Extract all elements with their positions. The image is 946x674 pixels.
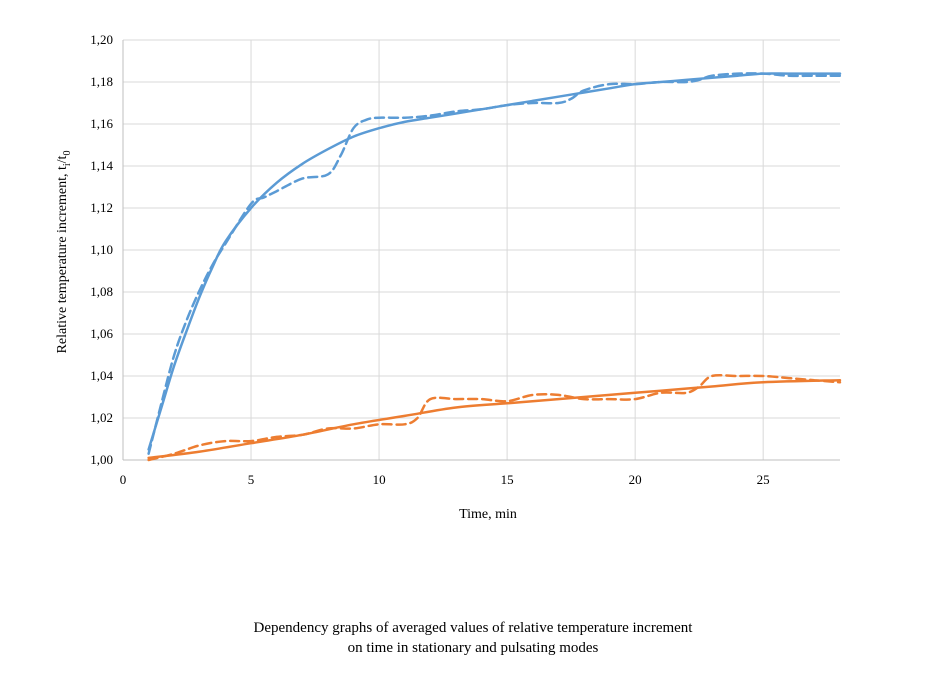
series-line-4 xyxy=(147,373,842,462)
y-axis-title-main: Relative temperature increment, t xyxy=(55,166,70,353)
x-tick-labels: 0 5 10 15 20 25 xyxy=(120,472,770,487)
grid-lines xyxy=(123,39,840,460)
x-tick-label: 20 xyxy=(629,472,642,487)
y-axis-title-sub2: 0 xyxy=(62,151,73,156)
y-tick-label: 1,06 xyxy=(90,326,113,341)
series-line-3 xyxy=(147,378,842,460)
y-tick-label: 1,12 xyxy=(90,200,113,215)
y-tick-label: 1,20 xyxy=(90,32,113,47)
axes xyxy=(122,40,840,461)
x-tick-label: 25 xyxy=(757,472,770,487)
y-tick-label: 1,14 xyxy=(90,158,113,173)
x-tick-label: 15 xyxy=(501,472,514,487)
caption-line-1: Dependency graphs of averaged values of … xyxy=(253,620,693,636)
chart: 1,00 1,02 1,04 1,06 1,08 1,10 1,12 1,14 1,16 1,18… xyxy=(55,32,842,522)
y-tick-label: 1,04 xyxy=(90,368,113,383)
series-lines xyxy=(147,72,842,462)
y-tick-label: 1,08 xyxy=(90,284,113,299)
y-tick-label: 1,00 xyxy=(90,452,113,467)
x-tick-label: 10 xyxy=(373,472,386,487)
series-line-1 xyxy=(147,72,842,451)
y-tick-labels: 1,00 1,02 1,04 1,06 1,08 1,10 1,12 1,14 1,16 1,18… xyxy=(90,32,113,467)
y-axis-title-sub1: i xyxy=(62,163,73,166)
y-tick-label: 1,10 xyxy=(90,242,113,257)
x-tick-label: 0 xyxy=(120,472,127,487)
caption-line-2: on time in stationary and pulsating mode… xyxy=(347,640,599,656)
y-tick-label: 1,18 xyxy=(90,74,113,89)
y-axis-title: Relative temperature increment, ti/t0 xyxy=(55,151,73,354)
x-tick-label: 5 xyxy=(248,472,255,487)
y-axis-title-mid: /t xyxy=(55,155,70,163)
x-axis-title: Time, min xyxy=(459,507,517,522)
figure-caption: Dependency graphs of averaged values of … xyxy=(0,618,946,658)
y-tick-label: 1,02 xyxy=(90,410,113,425)
series-line-2 xyxy=(147,72,842,455)
y-tick-label: 1,16 xyxy=(90,116,113,131)
